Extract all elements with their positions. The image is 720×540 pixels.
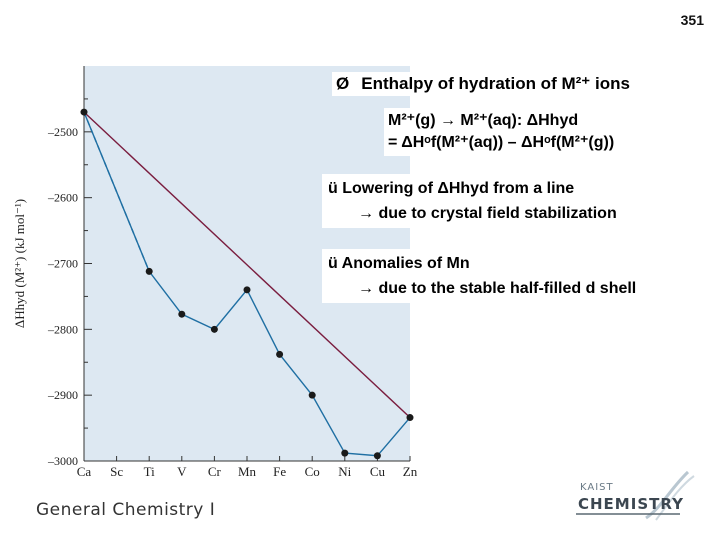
helix-logo-icon [576,470,695,521]
x-tick-label-fe: Fe [273,464,286,479]
data-point-ni [341,449,349,457]
check-icon: ü [328,180,338,197]
y-axis-label: ΔHhyd (M²⁺) (kJ mol⁻¹) [12,199,27,328]
equation-line-2: = ΔHᵒf(M²⁺(aq)) – ΔHᵒf(M²⁺(g)) [388,134,615,151]
x-tick-label-cr: Cr [208,464,222,479]
check-icon: ü [328,255,338,272]
note-2-line-2: → due to the stable half-filled d shell [358,280,637,297]
x-tick-label-ti: Ti [144,464,155,479]
course-footer: General Chemistry I [36,500,216,520]
data-point-ti [145,267,153,275]
x-tick-label-ca: Ca [77,464,92,479]
hydration-equation: M²⁺(g) → M²⁺(aq): ΔHhyd = ΔHᵒf(M²⁺(aq)) … [384,108,619,156]
x-tick-label-sc: Sc [110,464,123,479]
y-tick-label: –2500 [47,125,78,139]
note-1-line-1: Lowering of ΔHhyd from a line [342,180,575,197]
data-point-cr [210,325,218,333]
logo-kaist-text: KAIST [580,482,614,493]
x-tick-label-v: V [177,464,187,479]
y-tick-label: –2600 [47,191,78,205]
x-tick-label-cu: Cu [370,464,386,479]
x-tick-label-zn: Zn [403,464,418,479]
equation-line-1: M²⁺(g) → M²⁺(aq): ΔHhyd [388,112,579,129]
data-point-v [178,310,186,318]
series-line-reference [83,111,411,419]
note-mn-anomaly: ü Anomalies of Mn → due to the stable ha… [322,249,643,303]
x-tick-label-co: Co [305,464,320,479]
y-tick-label: –2900 [47,388,78,402]
y-tick-label: –2800 [47,322,78,336]
kaist-chemistry-logo: KAIST CHEMISTRY [576,468,700,524]
series-line-experimental [83,111,411,457]
note-2-line-1: Anomalies of Mn [341,255,470,272]
x-tick-label-mn: Mn [238,464,257,479]
data-point-fe [276,350,284,358]
y-tick-label: –2700 [47,257,78,271]
data-point-mn [243,286,251,294]
data-point-ca [80,108,88,116]
logo-chemistry-text: CHEMISTRY [578,495,684,513]
data-point-zn [406,414,414,422]
note-1-line-2: → due to crystal field stabilization [358,205,617,222]
slide-title: Ø Enthalpy of hydration of M²⁺ ions [332,72,634,96]
arrow-bullet-icon: Ø [336,74,350,93]
page-number: 351 [680,12,704,28]
title-text: Enthalpy of hydration of M²⁺ ions [361,74,630,93]
series-line-dashed [83,111,150,272]
data-point-co [308,391,316,399]
x-tick-label-ni: Ni [338,464,351,479]
y-tick-label: –3000 [47,454,78,468]
data-point-cu [373,452,381,460]
note-crystal-field: ü Lowering of ΔHhyd from a line → due to… [322,174,623,228]
